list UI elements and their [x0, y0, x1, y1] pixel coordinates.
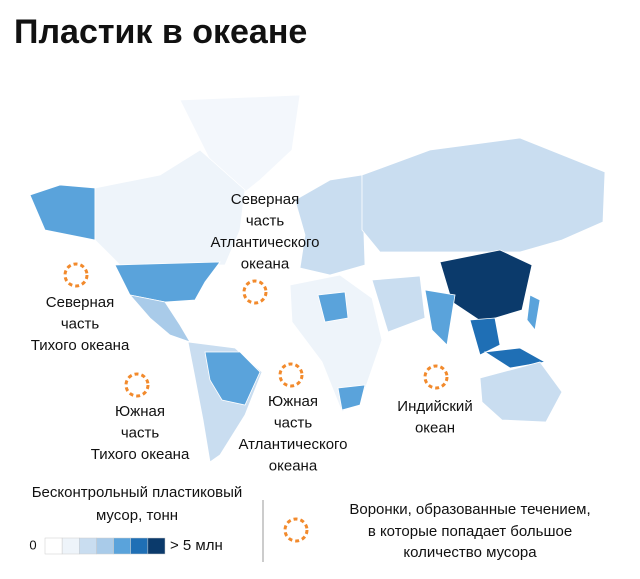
- gyre-marker: [63, 262, 89, 288]
- gyre-label: Индийский: [397, 398, 472, 415]
- gyre-label: Южная: [268, 393, 318, 410]
- gyre-marker: [124, 372, 150, 398]
- canada: [94, 149, 246, 266]
- gyre-marker: [423, 364, 449, 390]
- gyre-marker: [242, 279, 268, 305]
- gyre-label: Южная: [115, 403, 165, 420]
- scale-min: 0: [29, 537, 36, 552]
- legend-title: мусор, тонн: [96, 507, 178, 524]
- color-scale: [44, 537, 166, 555]
- scale-swatch: [130, 537, 149, 555]
- scale-swatch: [61, 537, 80, 555]
- middle-east: [371, 275, 426, 333]
- gyre-note: в которые попадает большое: [368, 523, 572, 540]
- scale-swatch: [147, 537, 166, 555]
- south-africa: [337, 384, 366, 411]
- gyre-marker: [278, 362, 304, 388]
- gyre-label: Северная: [231, 191, 299, 208]
- gyre-note: Воронки, образованные течением,: [349, 501, 590, 518]
- gyre-labels: Северная часть Атлантического океана Северна…: [31, 191, 473, 475]
- china: [439, 249, 533, 323]
- scale-swatch: [79, 537, 97, 555]
- philippines: [526, 294, 541, 331]
- india: [424, 289, 456, 346]
- scale-swatch: [96, 537, 114, 555]
- legend-title: Бесконтрольный пластиковый: [32, 484, 243, 501]
- gyre-label: часть: [274, 414, 313, 431]
- world-map: [29, 94, 606, 463]
- gyre-label: часть: [246, 212, 285, 229]
- gyre-label: океана: [269, 457, 318, 474]
- brazil: [204, 351, 261, 406]
- scale-max: > 5 млн: [170, 537, 223, 554]
- gyre-label: океана: [241, 255, 290, 272]
- gyre-label: часть: [121, 424, 160, 441]
- europe: [294, 174, 366, 276]
- gyre-label: часть: [61, 315, 100, 332]
- title: Пластик в океане: [14, 13, 307, 51]
- alaska: [29, 184, 96, 241]
- mexico: [128, 294, 191, 343]
- gyre-label: Тихого океана: [31, 337, 130, 354]
- scale-swatch: [113, 537, 131, 555]
- gyre-legend-marker: [283, 517, 309, 543]
- gyre-label: Атлантического: [238, 436, 347, 453]
- indonesia: [483, 347, 547, 369]
- north-africa-country: [317, 291, 349, 323]
- australia: [479, 361, 563, 423]
- gyre-note: количество мусора: [403, 544, 537, 561]
- gyre-label: Тихого океана: [91, 446, 190, 463]
- scale-swatch: [44, 537, 63, 555]
- gyre-label: Северная: [46, 294, 114, 311]
- gyre-label: Атлантического: [210, 234, 319, 251]
- gyre-label: океан: [415, 419, 455, 436]
- russia: [361, 137, 606, 253]
- southeast-asia: [469, 317, 501, 356]
